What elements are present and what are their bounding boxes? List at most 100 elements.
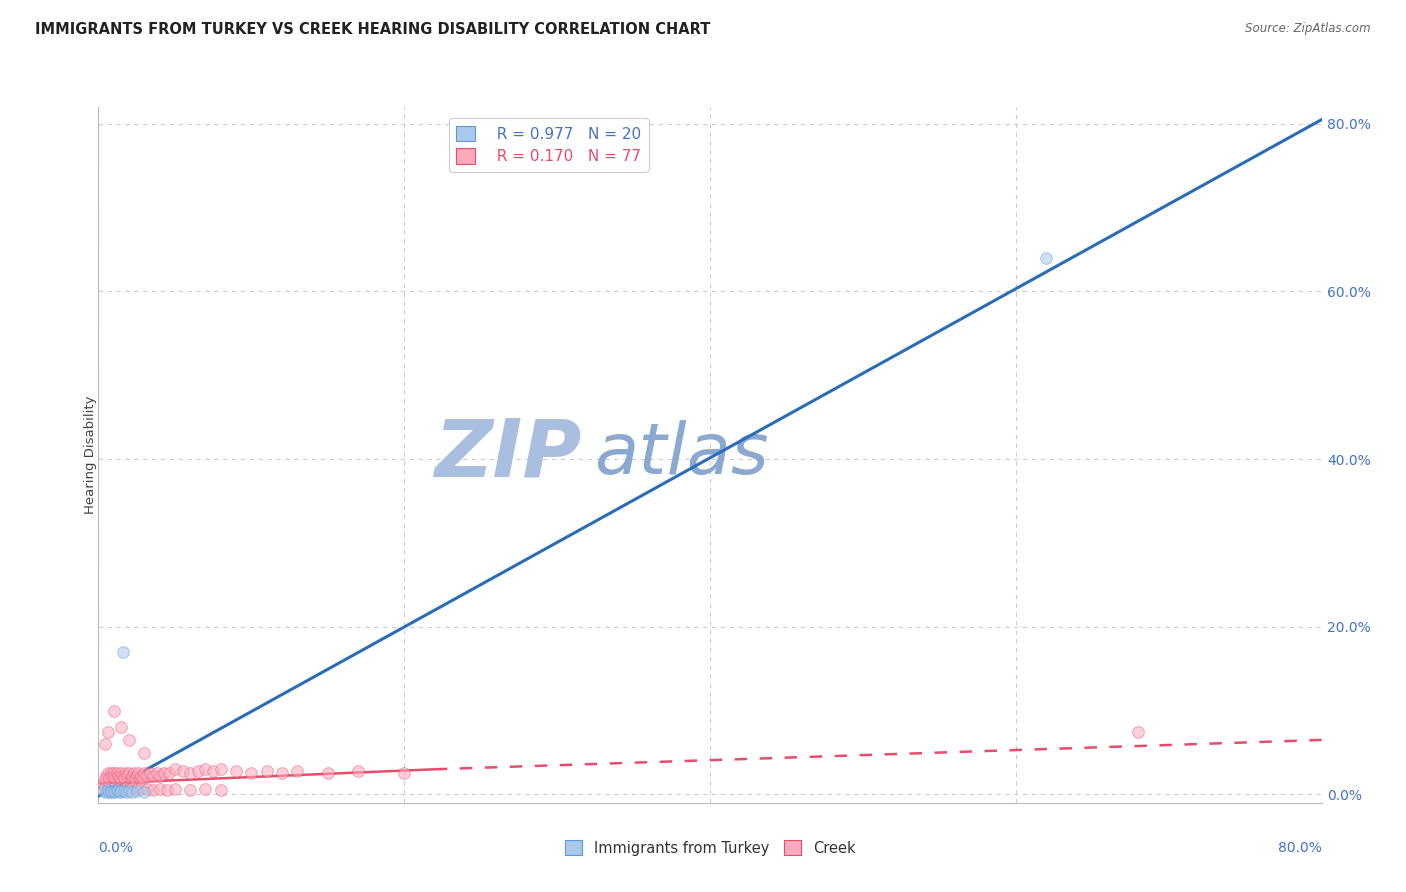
Point [101,769,124,783]
Point [93,772,115,787]
Point [115,766,138,780]
Point [179,766,201,780]
Point [125,784,148,798]
Point [124,771,146,785]
Point [172,764,194,778]
Point [129,780,152,795]
Point [111,645,134,659]
Point [104,771,127,785]
Text: 80.0%: 80.0% [1278,841,1322,855]
Point [111,769,134,783]
Point [127,766,149,780]
Point [93,737,115,751]
Point [136,769,159,783]
Text: atlas: atlas [593,420,769,490]
Point [118,782,141,797]
Point [97,724,120,739]
Point [392,766,416,780]
Point [97,783,120,797]
Point [270,766,292,780]
Point [194,762,217,776]
Point [112,771,135,785]
Point [149,782,172,797]
Point [115,780,138,795]
Point [117,769,139,783]
Point [285,764,308,778]
Point [118,733,141,747]
Point [125,769,148,783]
Point [179,783,201,797]
Point [118,766,141,780]
Point [139,766,162,780]
Point [225,764,247,778]
Point [163,762,186,776]
Y-axis label: Hearing Disability: Hearing Disability [83,396,97,514]
Point [103,784,125,798]
Point [100,766,122,780]
Point [105,782,128,797]
Point [108,780,131,795]
Point [93,780,115,795]
Point [97,766,120,780]
Point [128,771,150,785]
Point [107,784,129,798]
Point [108,771,131,785]
Point [121,785,143,799]
Point [194,782,217,797]
Point [121,780,143,795]
Point [110,784,132,798]
Point [129,769,152,783]
Point [107,769,129,783]
Point [98,785,121,799]
Point [256,764,278,778]
Point [91,777,114,791]
Point [94,785,117,799]
Point [100,780,122,795]
Point [120,771,142,785]
Point [347,764,370,778]
Point [94,769,117,783]
Point [103,780,125,795]
Point [134,766,156,780]
Point [142,783,165,797]
Point [209,783,232,797]
Point [1035,251,1057,265]
Point [105,783,128,797]
Point [316,766,339,780]
Point [105,766,128,780]
Point [91,784,114,798]
Point [100,784,122,798]
Point [112,784,135,798]
Point [136,782,159,797]
Point [156,783,179,797]
Text: 0.0%: 0.0% [98,841,134,855]
Point [134,746,156,760]
Text: ZIP: ZIP [434,416,582,494]
Point [134,785,156,799]
Point [115,785,138,799]
Point [101,785,124,799]
Point [153,766,176,780]
Point [110,720,132,734]
Legend: Immigrants from Turkey, Creek: Immigrants from Turkey, Creek [558,835,862,862]
Point [209,762,232,776]
Point [163,782,186,797]
Point [97,780,120,795]
Text: IMMIGRANTS FROM TURKEY VS CREEK HEARING DISABILITY CORRELATION CHART: IMMIGRANTS FROM TURKEY VS CREEK HEARING … [35,22,710,37]
Point [122,766,145,780]
Point [104,785,127,799]
Point [121,769,143,783]
Point [98,771,121,785]
Text: Source: ZipAtlas.com: Source: ZipAtlas.com [1246,22,1371,36]
Point [125,782,148,797]
Point [103,704,125,718]
Point [202,764,225,778]
Point [142,769,165,783]
Point [1128,724,1150,739]
Point [118,784,141,798]
Point [110,766,132,780]
Point [149,769,172,783]
Point [103,766,125,780]
Point [111,782,134,797]
Point [108,785,131,799]
